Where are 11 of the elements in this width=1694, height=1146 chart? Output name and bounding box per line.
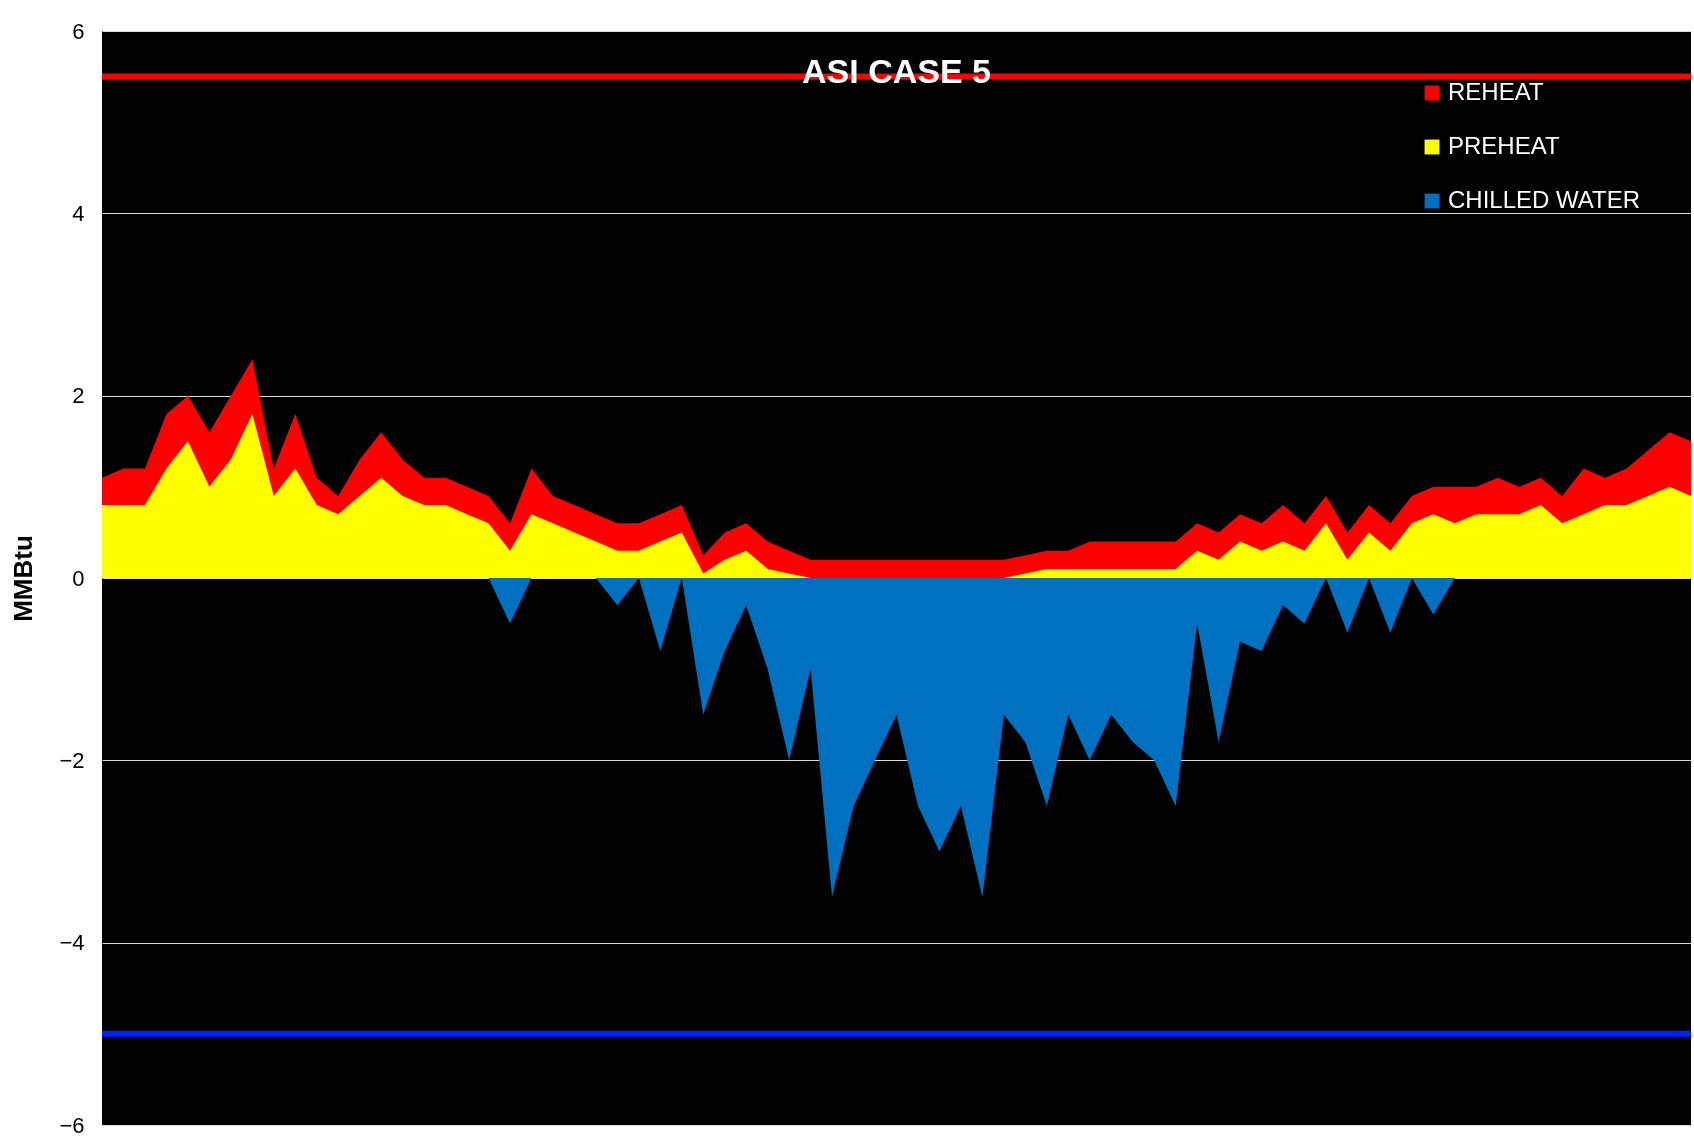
legend-label: REHEAT [1448, 78, 1544, 105]
y-tick-label: −2 [59, 747, 85, 773]
legend-label: CHILLED WATER [1448, 186, 1641, 213]
y-axis-title: MMBtu [8, 535, 39, 622]
y-tick-label: 6 [72, 18, 85, 44]
y-tick-label: 2 [72, 383, 85, 409]
y-tick-label: −6 [59, 1112, 85, 1138]
y-tick-label: −4 [59, 930, 85, 956]
y-tick-label: 0 [72, 565, 85, 591]
legend-label: PREHEAT [1448, 132, 1560, 159]
y-tick-label: 4 [72, 200, 85, 226]
